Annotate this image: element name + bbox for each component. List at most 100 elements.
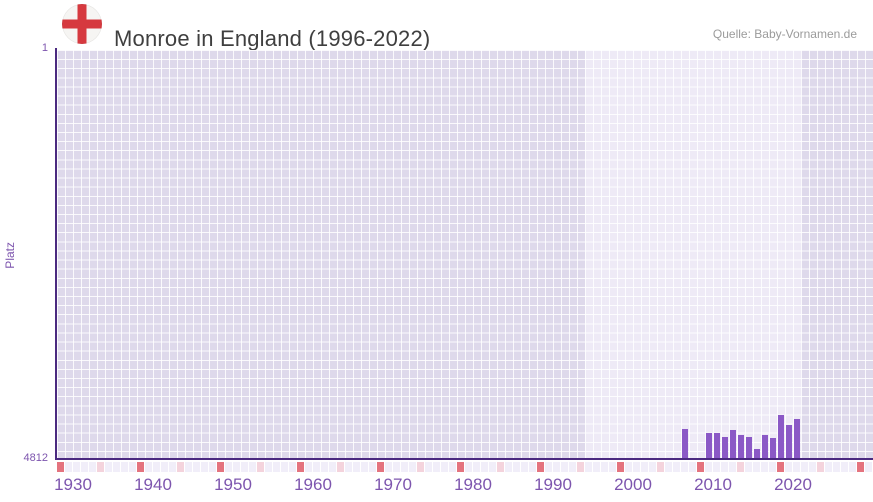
year-cell: [625, 462, 632, 472]
year-cell: [473, 462, 480, 472]
year-cell: [505, 462, 512, 472]
year-cell: [329, 462, 336, 472]
year-cell: [657, 462, 664, 472]
year-cell: [337, 462, 344, 472]
year-cell: [513, 462, 520, 472]
year-cell: [193, 462, 200, 472]
x-tick-label: 1990: [534, 475, 572, 494]
x-tick-label: 1930: [54, 475, 92, 494]
year-cell: [321, 462, 328, 472]
year-cell: [521, 462, 528, 472]
bar-2016[interactable]: [746, 437, 752, 460]
year-cell: [809, 462, 816, 472]
year-cell: [569, 462, 576, 472]
x-tick-label: 1960: [294, 475, 332, 494]
year-cell: [345, 462, 352, 472]
bar-2012[interactable]: [714, 432, 720, 460]
year-cell: [241, 462, 248, 472]
bar-2021[interactable]: [786, 424, 792, 460]
year-cell: [745, 462, 752, 472]
year-cell: [577, 462, 584, 472]
year-cell: [281, 462, 288, 472]
year-cell: [201, 462, 208, 472]
year-cell: [65, 462, 72, 472]
year-cell: [769, 462, 776, 472]
year-cell: [609, 462, 616, 472]
x-tick-label: 2000: [614, 475, 652, 494]
year-cell: [537, 462, 544, 472]
year-cell: [249, 462, 256, 472]
year-cell: [529, 462, 536, 472]
year-cell: [433, 462, 440, 472]
year-cell: [689, 462, 696, 472]
year-cell: [97, 462, 104, 472]
year-cell: [593, 462, 600, 472]
year-cell: [265, 462, 272, 472]
x-tick-label: 2010: [694, 475, 732, 494]
year-cell: [849, 462, 856, 472]
year-cell: [217, 462, 224, 472]
year-cell: [553, 462, 560, 472]
year-cell: [833, 462, 840, 472]
bar-2013[interactable]: [722, 436, 728, 460]
year-cell: [137, 462, 144, 472]
year-cell: [449, 462, 456, 472]
year-cell: [313, 462, 320, 472]
x-tick-label: 1980: [454, 475, 492, 494]
year-cell: [777, 462, 784, 472]
plot-area: [57, 50, 873, 460]
year-cell: [289, 462, 296, 472]
year-cell: [561, 462, 568, 472]
year-cell: [457, 462, 464, 472]
england-flag-icon: [62, 4, 102, 44]
year-cell: [545, 462, 552, 472]
y-axis-title: Platz: [2, 50, 18, 460]
year-cell: [633, 462, 640, 472]
year-cell: [841, 462, 848, 472]
year-cell: [705, 462, 712, 472]
year-cell: [721, 462, 728, 472]
year-cell: [441, 462, 448, 472]
year-strip: [57, 462, 873, 472]
grid-lines: [57, 50, 873, 460]
year-cell: [825, 462, 832, 472]
year-cell: [585, 462, 592, 472]
year-cell: [497, 462, 504, 472]
bar-2017[interactable]: [754, 448, 760, 460]
year-cell: [753, 462, 760, 472]
year-cell: [713, 462, 720, 472]
x-axis-line: [55, 458, 873, 460]
y-axis-title-text: Platz: [3, 241, 17, 269]
year-cell: [601, 462, 608, 472]
y-axis-min-label: 4812: [23, 452, 48, 464]
bar-2008[interactable]: [682, 428, 688, 460]
year-cell: [145, 462, 152, 472]
year-cell: [169, 462, 176, 472]
bar-2019[interactable]: [770, 438, 776, 460]
year-cell: [305, 462, 312, 472]
year-cell: [681, 462, 688, 472]
flag-cross-horizontal: [62, 19, 102, 29]
year-cell: [617, 462, 624, 472]
source-credit: Quelle: Baby-Vornamen.de: [712, 27, 857, 41]
year-cell: [409, 462, 416, 472]
year-cell: [865, 462, 872, 472]
year-cell: [257, 462, 264, 472]
year-cell: [121, 462, 128, 472]
bar-2022[interactable]: [794, 418, 800, 460]
bar-2018[interactable]: [762, 434, 768, 460]
year-cell: [393, 462, 400, 472]
bar-2020[interactable]: [778, 415, 784, 460]
year-cell: [649, 462, 656, 472]
bar-2011[interactable]: [706, 433, 712, 460]
x-tick-label: 2020: [774, 475, 812, 494]
year-cell: [153, 462, 160, 472]
year-cell: [817, 462, 824, 472]
year-cell: [361, 462, 368, 472]
year-cell: [113, 462, 120, 472]
year-cell: [369, 462, 376, 472]
bar-2015[interactable]: [738, 434, 744, 460]
year-cell: [489, 462, 496, 472]
bar-2014[interactable]: [730, 429, 736, 460]
